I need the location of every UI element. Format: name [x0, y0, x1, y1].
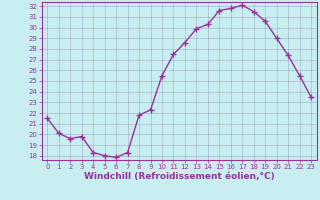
- X-axis label: Windchill (Refroidissement éolien,°C): Windchill (Refroidissement éolien,°C): [84, 172, 275, 181]
